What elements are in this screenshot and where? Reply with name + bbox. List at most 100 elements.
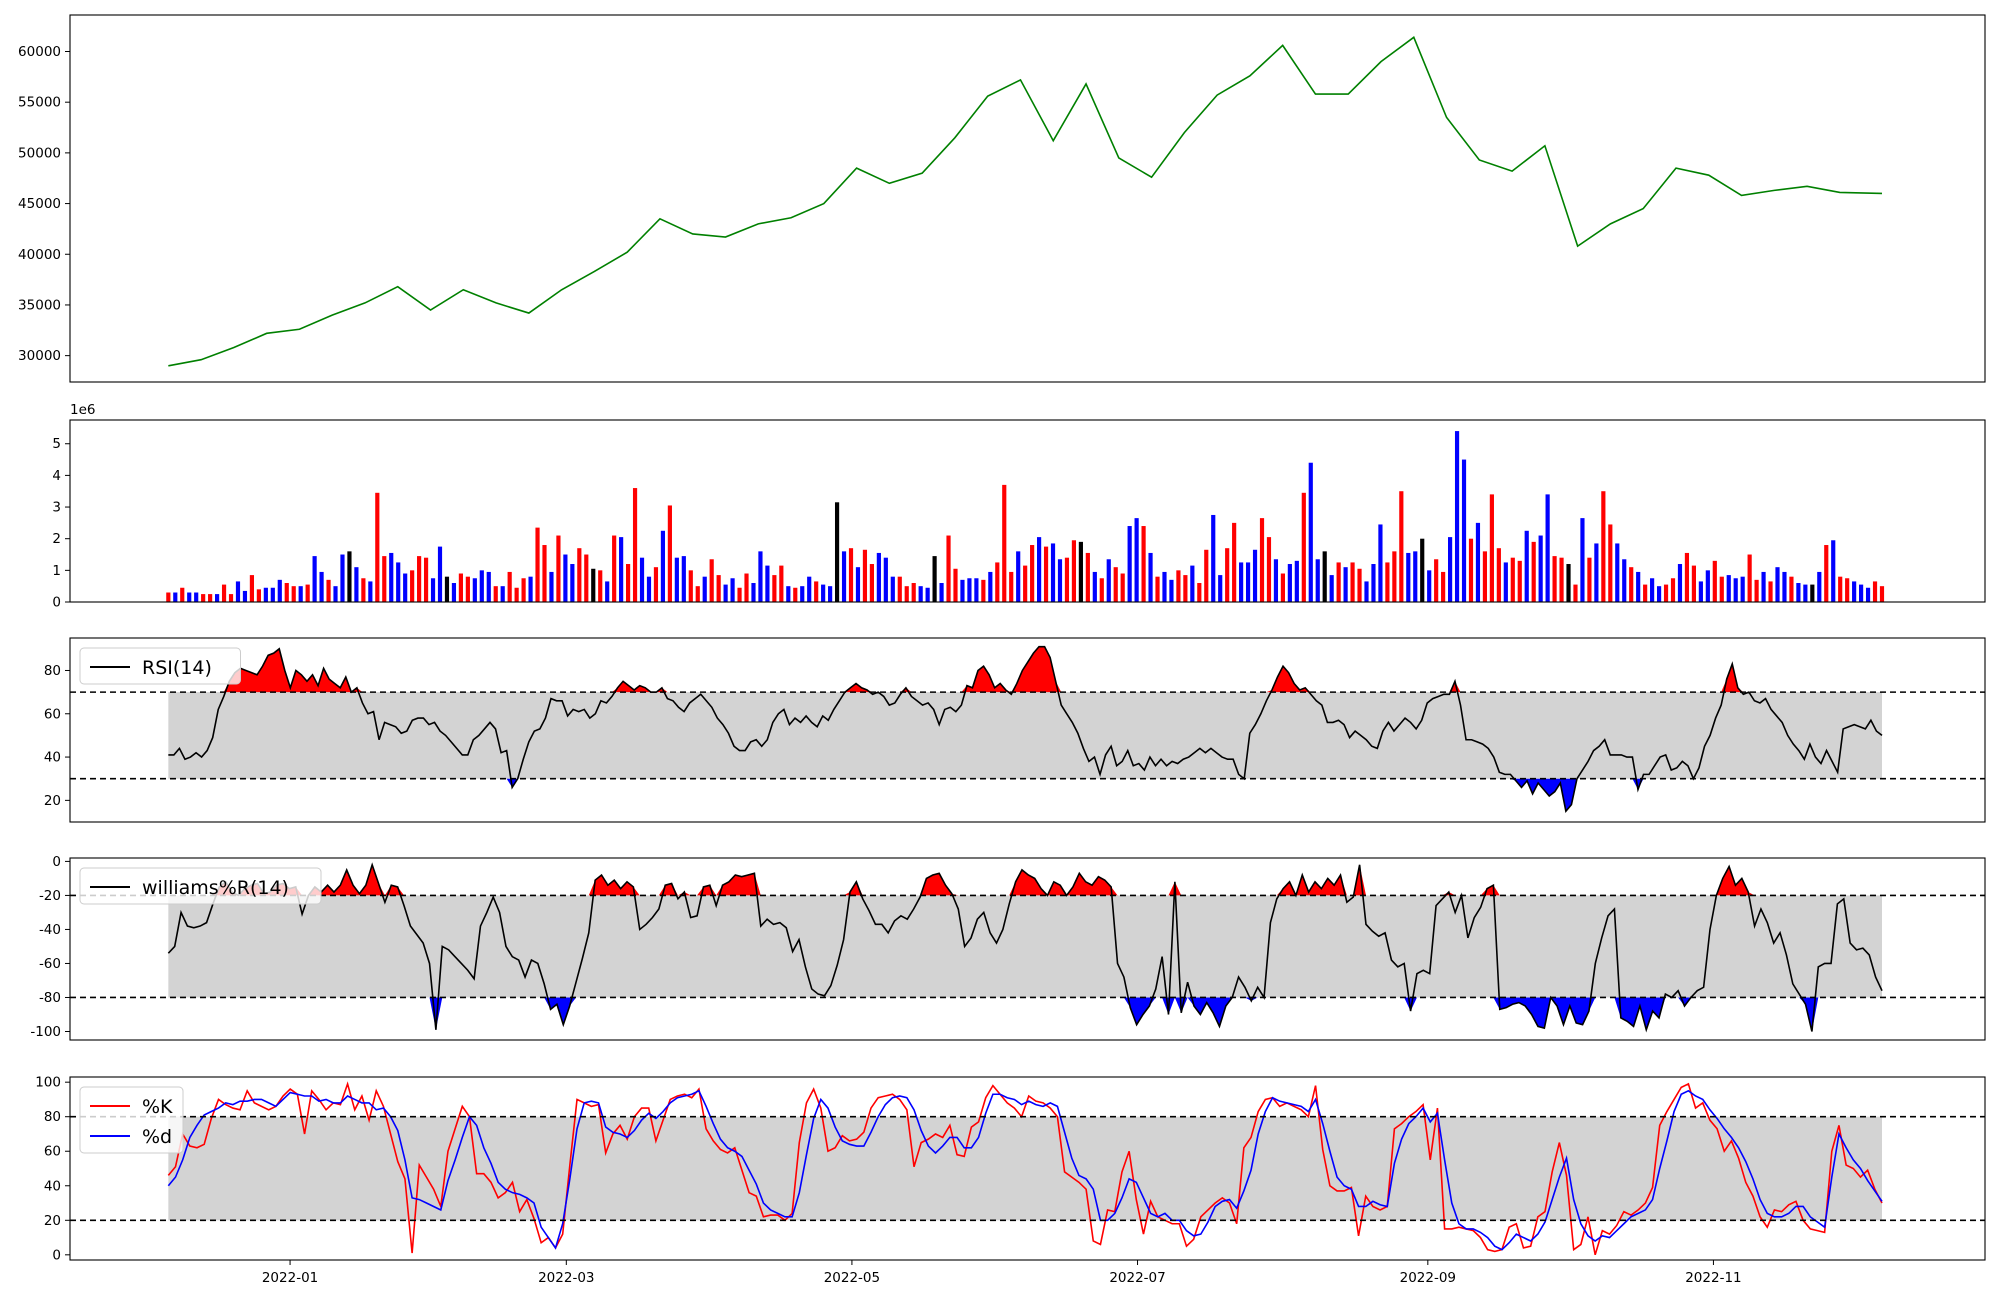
volume-bar bbox=[1266, 537, 1272, 602]
volume-bar bbox=[305, 584, 310, 602]
volume-bar bbox=[472, 578, 477, 602]
stochastic-ytick-label: 40 bbox=[44, 1178, 61, 1194]
volume-bar bbox=[988, 571, 993, 602]
volume-bar bbox=[786, 586, 791, 602]
volume-bar bbox=[1162, 571, 1167, 602]
volume-bar bbox=[1545, 494, 1550, 602]
price-panel: 30000 35000 40000 45000 50000 55000 60000 bbox=[18, 14, 1986, 383]
volume-ytick-label: 0 bbox=[52, 595, 61, 611]
volume-bar bbox=[1280, 573, 1285, 602]
volume-bar bbox=[1399, 491, 1404, 602]
volume-bar bbox=[1622, 559, 1627, 602]
volume-bar bbox=[375, 492, 380, 602]
volume-bar bbox=[1580, 518, 1585, 602]
date-tick-label: 2022-03 bbox=[538, 1270, 594, 1286]
volume-bar bbox=[605, 581, 610, 602]
volume-bar bbox=[1482, 551, 1488, 602]
volume-bar bbox=[1872, 581, 1878, 602]
volume-bar bbox=[1740, 576, 1745, 602]
volume-bar bbox=[862, 549, 868, 602]
volume-bar bbox=[1050, 543, 1056, 602]
volume-bar bbox=[737, 587, 742, 602]
volume-bar bbox=[1273, 559, 1279, 602]
date-tick-label: 2022-05 bbox=[824, 1270, 880, 1286]
volume-bar bbox=[500, 586, 505, 602]
volume-bar bbox=[695, 586, 700, 602]
volume-bar bbox=[298, 586, 303, 602]
volume-bar bbox=[1002, 484, 1007, 602]
volume-bar bbox=[1078, 541, 1083, 602]
volume-bar bbox=[194, 592, 199, 602]
volume-bar bbox=[256, 589, 261, 602]
volume-bar bbox=[1448, 537, 1453, 602]
price-ytick-label: 45000 bbox=[18, 196, 61, 212]
volume-bar bbox=[821, 584, 826, 602]
stochastic-legend-label: %K bbox=[142, 1096, 173, 1118]
volume-bar bbox=[793, 587, 798, 602]
volume-bar bbox=[1190, 565, 1195, 602]
volume-bar bbox=[1294, 560, 1299, 602]
volume-bar bbox=[417, 556, 422, 602]
volume-bar bbox=[410, 570, 415, 602]
volume-bar bbox=[1204, 549, 1209, 602]
volume-bar bbox=[1503, 562, 1508, 602]
volume-bar bbox=[451, 583, 457, 602]
williams-legend-label: williams%R(14) bbox=[142, 877, 289, 899]
volume-bar bbox=[521, 578, 526, 602]
rsi-overbought-fill bbox=[168, 646, 1882, 693]
volume-bar bbox=[1232, 522, 1237, 602]
volume-bar bbox=[619, 537, 624, 602]
volume-bar bbox=[1454, 431, 1460, 602]
volume-bar bbox=[1030, 545, 1035, 602]
volume-bar bbox=[249, 575, 255, 602]
volume-bar bbox=[1650, 578, 1655, 602]
price-ytick-label: 55000 bbox=[18, 95, 61, 111]
volume-bar bbox=[1845, 578, 1850, 602]
volume-frame bbox=[69, 419, 1986, 603]
volume-bar bbox=[458, 573, 463, 602]
volume-bar bbox=[1719, 576, 1724, 602]
stochastic-band bbox=[168, 1116, 1882, 1221]
volume-bar bbox=[1385, 562, 1390, 602]
volume-bar bbox=[1824, 545, 1829, 602]
volume-bar bbox=[479, 570, 484, 602]
volume-bar bbox=[563, 554, 568, 602]
volume-bar bbox=[681, 556, 686, 602]
volume-bar bbox=[1434, 559, 1439, 602]
volume-bar bbox=[1287, 564, 1292, 602]
stochastic-frame bbox=[69, 1076, 1986, 1261]
date-tick-label: 2022-07 bbox=[1109, 1270, 1165, 1286]
volume-bar bbox=[1308, 462, 1313, 602]
volume-bar bbox=[1071, 540, 1077, 602]
volume-bar bbox=[1712, 560, 1717, 602]
volume-bar bbox=[228, 594, 234, 602]
volume-bar bbox=[1559, 557, 1564, 602]
stochastic-ytick-label: 60 bbox=[44, 1144, 61, 1160]
volume-ytick-label: 2 bbox=[52, 531, 61, 547]
volume-bar bbox=[1810, 584, 1815, 602]
volume-bar bbox=[1705, 570, 1710, 602]
williams-legend bbox=[79, 867, 322, 905]
volume-bar bbox=[1183, 575, 1188, 602]
volume-bar bbox=[444, 576, 450, 602]
volume-bar bbox=[883, 557, 888, 602]
volume-bar bbox=[1350, 562, 1355, 602]
volume-bar bbox=[591, 568, 596, 602]
volume-bar bbox=[716, 575, 721, 602]
volume-bar bbox=[284, 583, 289, 602]
volume-bar bbox=[1768, 581, 1773, 602]
volume-bar bbox=[779, 565, 784, 602]
volume-bar bbox=[221, 584, 227, 602]
volume-bar bbox=[674, 557, 679, 602]
volume-bar bbox=[1176, 570, 1181, 602]
volume-bar bbox=[1865, 587, 1871, 602]
volume-bar bbox=[570, 564, 575, 602]
volume-bar bbox=[437, 546, 443, 602]
volume-bar bbox=[1315, 559, 1320, 602]
volume-bar bbox=[1608, 524, 1613, 602]
volume-bar bbox=[1427, 570, 1432, 602]
volume-bar bbox=[1343, 567, 1348, 602]
volume-bar bbox=[577, 548, 582, 602]
volume-bar bbox=[1496, 548, 1501, 602]
volume-bar bbox=[1057, 559, 1063, 602]
